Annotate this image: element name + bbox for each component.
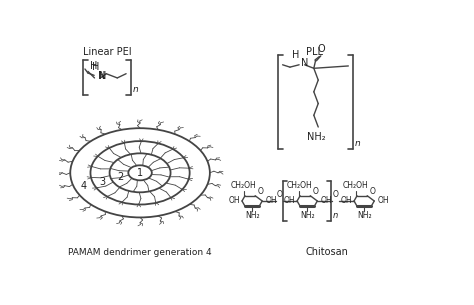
Text: Linear PEI: Linear PEI — [82, 47, 131, 57]
Text: H: H — [92, 62, 100, 72]
Text: N: N — [99, 71, 106, 81]
Text: NH₂: NH₂ — [307, 132, 326, 142]
Text: 3: 3 — [100, 177, 106, 187]
Text: O: O — [370, 188, 375, 196]
Text: NH₂: NH₂ — [300, 211, 315, 221]
Text: PLL: PLL — [306, 47, 323, 57]
Text: NH₂: NH₂ — [245, 211, 259, 221]
Text: CH₂OH: CH₂OH — [343, 181, 369, 190]
Text: 2: 2 — [117, 172, 123, 182]
Text: H: H — [292, 50, 299, 59]
Text: N: N — [98, 71, 106, 81]
Text: O: O — [277, 190, 283, 199]
Text: n: n — [333, 211, 338, 220]
Text: 1: 1 — [137, 168, 143, 178]
Text: O: O — [313, 188, 319, 196]
Text: CH₂OH: CH₂OH — [231, 181, 257, 190]
Text: n: n — [133, 85, 138, 94]
Text: PAMAM dendrimer generation 4: PAMAM dendrimer generation 4 — [68, 248, 212, 257]
Text: OH: OH — [320, 196, 332, 206]
Text: CH₂OH: CH₂OH — [286, 181, 312, 190]
Text: O: O — [333, 190, 338, 199]
Text: OH: OH — [265, 196, 277, 206]
Text: OH: OH — [341, 196, 352, 206]
Text: OH: OH — [377, 196, 389, 206]
Text: N: N — [301, 58, 308, 68]
Text: H: H — [90, 61, 98, 71]
Text: NH₂: NH₂ — [357, 211, 372, 221]
Text: O: O — [257, 188, 264, 196]
Text: OH: OH — [283, 196, 295, 206]
Text: Chitosan: Chitosan — [306, 247, 349, 257]
Text: O: O — [318, 44, 325, 54]
Text: n: n — [355, 139, 361, 148]
Text: OH: OH — [228, 196, 240, 206]
Text: 4: 4 — [81, 181, 87, 191]
